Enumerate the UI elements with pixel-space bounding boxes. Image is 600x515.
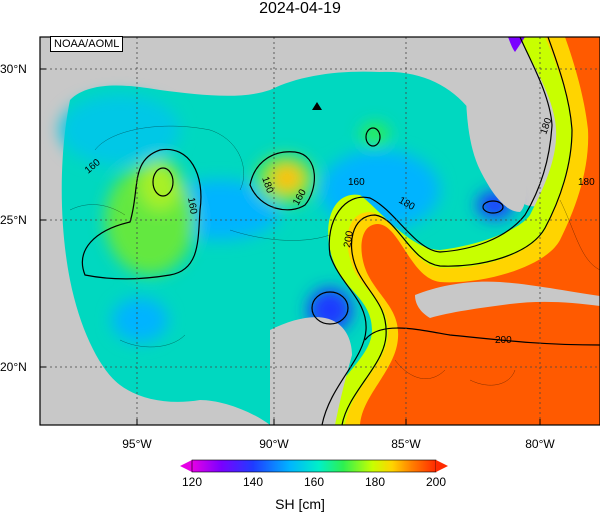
cuba-land [415, 281, 600, 318]
lon-label-90w: 90°W [259, 437, 289, 451]
colorbar-tick: 200 [426, 475, 446, 489]
plot-area: 160 160 180 160 160 180 200 180 200 180 [40, 37, 600, 425]
lon-label-85w: 85°W [391, 437, 421, 451]
lon-label-80w: 80°W [525, 437, 555, 451]
contour-label: 180 [578, 177, 595, 188]
contour-label: 200 [495, 335, 512, 346]
map-date-title: 2024-04-19 [259, 0, 341, 17]
colorbar-units-label: SH [cm] [275, 496, 325, 512]
contour-label: 160 [185, 197, 199, 216]
colorbar-tick: 120 [182, 475, 202, 489]
contour-label: 200 [342, 230, 356, 249]
gridlines [40, 37, 600, 425]
lat-label-30n: 30°N [0, 62, 27, 76]
contour-lines [81, 37, 600, 425]
colorbar-low-arrow [180, 460, 192, 472]
lon-label-95w: 95°W [122, 437, 152, 451]
colorbar-tick: 140 [243, 475, 263, 489]
colorbar-tick: 180 [365, 475, 385, 489]
colorbar: 120 140 160 180 200 [180, 459, 448, 489]
map-frame [39, 36, 600, 426]
colorbar-tick: 160 [304, 475, 324, 489]
credit-label: NOAA/AOML [50, 36, 124, 52]
tick-marks [40, 68, 541, 425]
contour-label: 160 [348, 177, 365, 188]
florida-land [466, 65, 526, 212]
lat-label-25n: 25°N [0, 213, 27, 227]
buoy-triangle-icon [312, 102, 322, 110]
colorbar-high-arrow [436, 460, 448, 472]
lat-label-20n: 20°N [0, 360, 27, 374]
colorbar-gradient [191, 459, 437, 473]
